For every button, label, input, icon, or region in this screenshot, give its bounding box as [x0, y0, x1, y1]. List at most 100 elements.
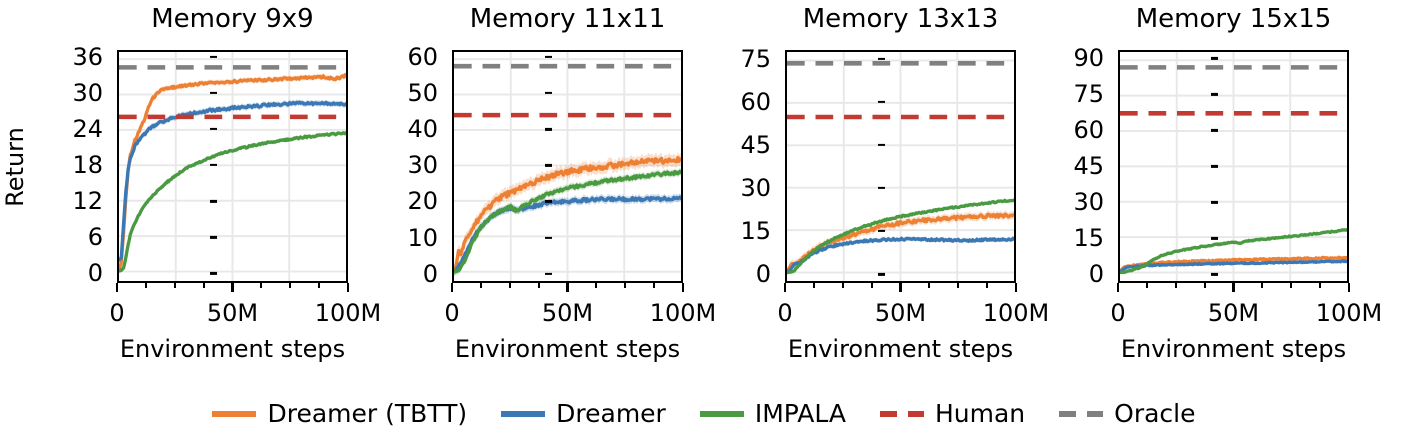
legend-item-oracle[interactable]: Oracle	[1059, 399, 1196, 429]
x-tick-minor	[260, 283, 263, 288]
line-swatch-icon	[699, 411, 744, 417]
plot-frame	[785, 50, 1016, 283]
dashed-line-swatch-icon	[879, 411, 924, 417]
legend-label: Human	[934, 399, 1026, 428]
legend-item-impala[interactable]: IMPALA	[699, 399, 846, 429]
y-tick-mark	[1211, 237, 1218, 240]
y-tick-mark	[210, 92, 217, 95]
legend-label: Oracle	[1114, 399, 1196, 428]
y-tick-mark	[1211, 93, 1218, 96]
panel-title: Memory 15x15	[1135, 4, 1332, 34]
line-swatch-icon	[501, 411, 546, 417]
y-tick-label: 24	[72, 115, 103, 144]
y-tick-mark	[545, 236, 552, 239]
x-tick-minor	[1203, 283, 1206, 288]
y-tick-label: 30	[1073, 188, 1104, 217]
x-tick-major	[783, 283, 787, 292]
x-tick-major	[450, 283, 454, 292]
x-tick-minor	[928, 283, 931, 288]
y-tick-label: 40	[407, 115, 438, 144]
x-tick-major	[899, 283, 902, 292]
x-tick-label: 50M	[874, 299, 927, 327]
x-tick-label: 50M	[541, 299, 594, 327]
x-tick-minor	[957, 283, 960, 288]
legend-label: IMPALA	[754, 399, 846, 428]
legend-item-human[interactable]: Human	[879, 399, 1026, 429]
y-tick-mark	[1211, 129, 1218, 132]
plot-frame	[452, 50, 683, 283]
x-tick-label: 100M	[649, 299, 717, 327]
legend-item-dreamer[interactable]: Dreamer	[501, 399, 666, 429]
x-tick-major	[346, 283, 350, 292]
y-tick-mark	[1211, 201, 1218, 204]
series-line-dreamer-tbtt-	[454, 155, 681, 273]
series-line-dreamer	[787, 236, 1014, 274]
chart-panel-3: Memory 13x13 0 15 30 45 60 75 0 50M 100M Environme…	[685, 0, 1049, 380]
x-tick-label: 0	[109, 299, 125, 327]
x-tick-major	[566, 283, 569, 292]
y-tick-mark	[210, 272, 217, 275]
y-tick-label: 75	[740, 44, 771, 73]
y-tick-label: 12	[72, 187, 103, 216]
y-tick-label: 0	[1088, 260, 1104, 289]
y-tick-label: 6	[87, 223, 103, 252]
y-tick-label: 0	[87, 259, 103, 288]
legend-item-dreamer-tbtt-[interactable]: Dreamer (TBTT)	[212, 399, 467, 429]
plot-canvas	[454, 52, 681, 281]
y-tick-mark	[878, 273, 885, 276]
x-tick-minor	[537, 283, 540, 288]
confidence-band-dreamer-tbtt-	[454, 151, 681, 278]
y-tick-label: 75	[1073, 80, 1104, 109]
x-tick-label: 0	[444, 299, 460, 327]
x-tick-major	[1014, 283, 1018, 292]
x-tick-minor	[1145, 283, 1148, 288]
x-tick-minor	[986, 283, 989, 288]
y-tick-label: 50	[407, 79, 438, 108]
series-line-impala	[454, 169, 681, 274]
x-tick-minor	[1261, 283, 1264, 288]
y-tick-label: 20	[407, 187, 438, 216]
x-tick-minor	[144, 283, 147, 288]
y-tick-mark	[545, 128, 552, 131]
panel-title: Memory 13x13	[802, 4, 999, 34]
x-tick-minor	[595, 283, 598, 288]
y-tick-label: 45	[740, 130, 771, 159]
y-tick-mark	[1211, 273, 1218, 276]
y-tick-mark	[210, 128, 217, 131]
y-tick-label: 60	[740, 87, 771, 116]
x-tick-label: 50M	[1207, 299, 1260, 327]
y-tick-label: 18	[72, 151, 103, 180]
x-tick-minor	[1319, 283, 1322, 288]
x-tick-minor	[508, 283, 511, 288]
series-line-impala	[787, 198, 1014, 275]
plot-canvas	[119, 52, 346, 281]
x-tick-minor	[624, 283, 627, 288]
chart-panel-1: Memory 9x9 0 6 12 18 24 30 36 0 50M 100M Environmen…	[17, 0, 381, 380]
x-tick-minor	[812, 283, 815, 288]
series-line-dreamer	[119, 100, 346, 262]
y-tick-mark	[545, 56, 552, 59]
confidence-band-dreamer	[454, 193, 681, 276]
plot-area-wrapper	[117, 50, 348, 283]
series-line-dreamer-tbtt-	[1120, 255, 1347, 274]
y-tick-mark	[878, 143, 885, 147]
series-line-dreamer-tbtt-	[119, 73, 346, 273]
y-tick-label: 10	[407, 223, 438, 252]
x-tick-major	[681, 283, 685, 292]
dashed-line-swatch-icon	[1059, 411, 1104, 417]
panel-title: Memory 9x9	[151, 4, 314, 34]
x-tick-label: 50M	[206, 299, 259, 327]
y-tick-label: 15	[740, 217, 771, 246]
x-tick-label: 0	[1110, 299, 1126, 327]
y-tick-mark	[210, 200, 217, 203]
plot-area-wrapper	[452, 50, 683, 283]
x-tick-minor	[173, 283, 176, 288]
x-axis-title: Environment steps	[119, 335, 346, 363]
legend-label: Dreamer (TBTT)	[267, 399, 468, 428]
legend-label: Dreamer	[556, 399, 666, 428]
y-tick-mark	[210, 56, 217, 59]
y-tick-mark	[545, 200, 552, 203]
x-tick-minor	[479, 283, 482, 288]
x-tick-label: 0	[777, 299, 793, 327]
